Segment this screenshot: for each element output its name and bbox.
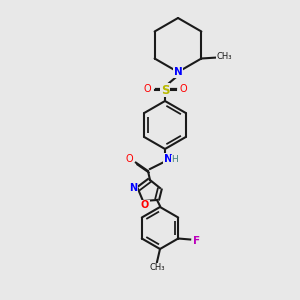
Text: O: O (141, 200, 149, 211)
Text: CH₃: CH₃ (149, 263, 165, 272)
Text: N: N (164, 154, 172, 164)
Text: N: N (129, 183, 138, 193)
Text: S: S (161, 83, 169, 97)
Text: H: H (171, 155, 178, 164)
Text: F: F (193, 236, 200, 245)
Text: O: O (126, 154, 133, 164)
Text: N: N (174, 67, 182, 77)
Text: O: O (179, 84, 187, 94)
Text: CH₃: CH₃ (217, 52, 232, 61)
Text: O: O (143, 84, 151, 94)
